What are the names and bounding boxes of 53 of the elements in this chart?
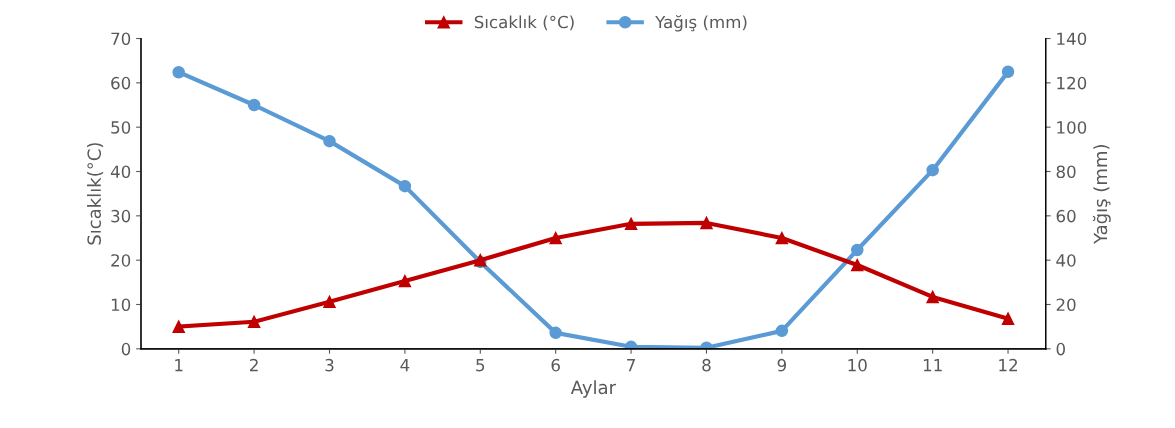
x-tick-label: 5 xyxy=(476,359,485,372)
point xyxy=(700,216,713,230)
y2-tick-label: 60 xyxy=(1056,209,1076,223)
legend-label: Sıcaklık (°C) xyxy=(474,15,574,31)
point xyxy=(775,231,789,245)
x-tick-label: 12 xyxy=(999,358,1017,372)
point xyxy=(851,258,864,272)
point xyxy=(323,134,336,148)
y-tick-label: 60 xyxy=(111,76,131,90)
y2-tick-label: 100 xyxy=(1057,121,1087,134)
y2-axis-title: Yağış (mm) xyxy=(1092,144,1111,244)
y2-tick-label: 140 xyxy=(1057,32,1087,46)
point xyxy=(172,320,185,333)
point xyxy=(247,98,261,112)
x-tick-label: 9 xyxy=(777,358,786,372)
point xyxy=(1001,312,1015,325)
x-tick-label: 10 xyxy=(848,358,867,372)
y2-tick-label: 0 xyxy=(1056,342,1065,356)
x-tick-label: 6 xyxy=(551,358,560,372)
point xyxy=(549,231,562,245)
y2-tick-label: 20 xyxy=(1056,298,1076,312)
y-tick-label: 10 xyxy=(111,298,131,312)
x-tick-label: 4 xyxy=(400,359,410,372)
point xyxy=(926,163,939,177)
y-tick-label: 0 xyxy=(121,342,131,356)
point xyxy=(926,290,939,304)
point xyxy=(398,179,412,193)
x-tick-label: 8 xyxy=(702,358,711,372)
point xyxy=(247,315,261,329)
y-tick-label: 50 xyxy=(111,121,131,134)
point xyxy=(323,295,336,309)
y-tick-label: 20 xyxy=(111,254,131,267)
y2-tick-label: 80 xyxy=(1056,165,1076,179)
point xyxy=(775,324,789,338)
point xyxy=(1001,65,1015,79)
y2-tick-label: 40 xyxy=(1056,254,1076,267)
x-tick-label: 2 xyxy=(250,358,258,372)
point xyxy=(851,243,864,257)
y-axis-title: Sıcaklık(°C) xyxy=(87,143,104,245)
point xyxy=(398,274,412,288)
legend-label: Yağış (mm) xyxy=(655,15,747,32)
y2-tick-label: 120 xyxy=(1057,76,1087,90)
point xyxy=(172,65,185,79)
x-tick-label: 1 xyxy=(175,359,183,372)
y-tick-label: 40 xyxy=(110,165,131,179)
x-axis-title: Aylar xyxy=(570,380,617,398)
x-tick-label: 11 xyxy=(923,359,942,372)
x-tick-label: 3 xyxy=(325,358,334,372)
y-tick-label: 70 xyxy=(111,32,131,46)
point xyxy=(624,217,638,231)
x-tick-label: 7 xyxy=(627,359,635,372)
y-tick-label: 30 xyxy=(111,209,131,223)
point xyxy=(549,326,562,340)
